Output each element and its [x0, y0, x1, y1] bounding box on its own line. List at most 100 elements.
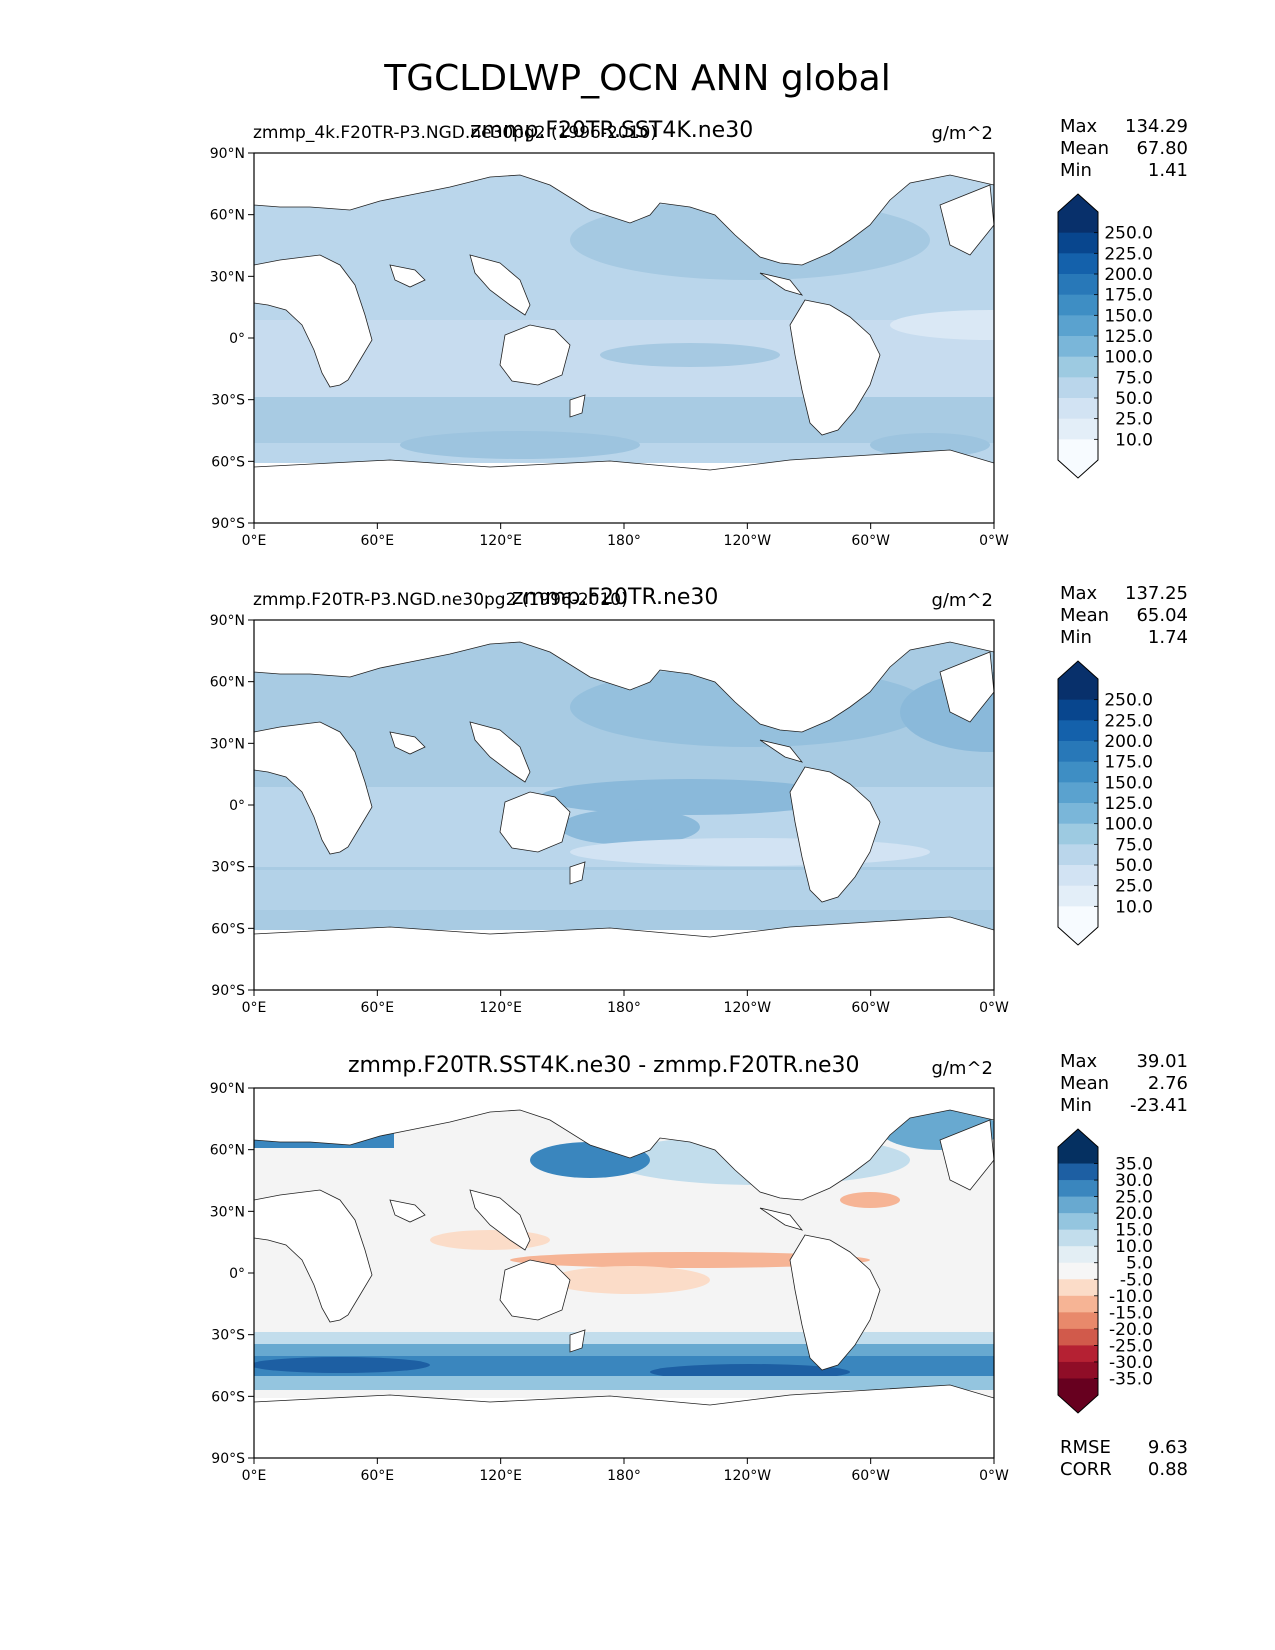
colorbar-label: 35.0: [1115, 1155, 1153, 1175]
colorbar-label: 200.0: [1104, 265, 1153, 285]
colorbar-label: 75.0: [1115, 835, 1153, 855]
panel-1-run-title: zmmp.F20TR.SST4K.ne30: [470, 118, 754, 143]
panel-2-stat-max: Max 137.25: [1060, 583, 1188, 604]
lon-tick-label: 60°E: [360, 1468, 394, 1484]
colorbar-label: 10.0: [1115, 430, 1153, 450]
lat-tick-label: 60°S: [211, 1389, 245, 1405]
colorbar-segment: [1058, 253, 1098, 275]
lon-tick-label: 120°E: [479, 1000, 522, 1016]
colorbar-label: 20.0: [1115, 1204, 1153, 1224]
colorbar-segment: [1058, 336, 1098, 358]
colorbar-label: -20.0: [1109, 1320, 1153, 1340]
lon-tick-label: 120°E: [479, 533, 522, 549]
lon-tick-label: 180°: [607, 1000, 641, 1016]
colorbar-label: 250.0: [1104, 691, 1153, 711]
colorbar-segment: [1058, 315, 1098, 337]
panel-1-colorbar: 250.0225.0200.0175.0150.0125.0100.075.05…: [1057, 193, 1153, 479]
lon-tick-label: 180°: [607, 1468, 641, 1484]
lat-tick-label: 30°S: [211, 860, 245, 876]
colorbar-segment: [1058, 906, 1098, 928]
panel-3-units: g/m^2: [931, 1058, 993, 1079]
lon-tick-label: 180°: [607, 533, 641, 549]
colorbar-segment: [1058, 761, 1098, 783]
colorbar-label: 225.0: [1104, 711, 1153, 731]
colorbar-outline: [1057, 1128, 1099, 1414]
panel-3-rmse: RMSE 9.63: [1060, 1437, 1188, 1458]
colorbar-segment: [1058, 885, 1098, 907]
colorbar-label: 50.0: [1115, 389, 1153, 409]
colorbar-extend-min: [1058, 460, 1098, 478]
panel-2-coastlines: [254, 620, 994, 990]
colorbar-segment: [1058, 398, 1098, 420]
panel-1-stat-min: Min 1.41: [1060, 160, 1188, 181]
lon-tick-label: 0°W: [979, 533, 1009, 549]
lat-tick-label: 90°N: [210, 613, 245, 629]
panel-3-corr: CORR 0.88: [1060, 1459, 1188, 1480]
panel-2-stat-mean: Mean 65.04: [1060, 605, 1188, 626]
lon-tick-label: 60°W: [851, 533, 890, 549]
lat-tick-label: 60°S: [211, 921, 245, 937]
panel-1-units: g/m^2: [931, 123, 993, 144]
lat-tick-label: 0°: [229, 798, 245, 814]
lon-tick-label: 60°E: [360, 533, 394, 549]
figure-title: TGCLDLWP_OCN ANN global: [384, 58, 891, 99]
panel-2-run-title: zmmp.F20TR.ne30: [512, 585, 719, 610]
panel-2-units: g/m^2: [931, 590, 993, 611]
colorbar-outline: [1057, 193, 1099, 479]
colorbar-segment: [1058, 377, 1098, 399]
lon-tick-label: 0°E: [242, 1468, 267, 1484]
lat-tick-label: 0°: [229, 331, 245, 347]
panel-3-metrics: RMSE 9.63 CORR 0.88: [1060, 1437, 1188, 1481]
colorbar-segment: [1058, 418, 1098, 440]
colorbar-extend-max: [1058, 194, 1098, 212]
colorbar-segment: [1058, 720, 1098, 742]
panel-3-stat-max: Max 39.01: [1060, 1051, 1188, 1072]
colorbar-segment: [1058, 1262, 1098, 1280]
colorbar-extend-max: [1058, 661, 1098, 679]
colorbar-label: -25.0: [1109, 1336, 1153, 1356]
colorbar-segment: [1058, 844, 1098, 866]
lat-tick-label: 90°N: [210, 1081, 245, 1097]
colorbar-label: 50.0: [1115, 856, 1153, 876]
colorbar-segment: [1058, 699, 1098, 721]
panel-1-stats: Max 134.29 Mean 67.80 Min 1.41: [1060, 116, 1188, 182]
lat-tick-label: 30°N: [210, 1204, 245, 1220]
colorbar-label: 15.0: [1115, 1221, 1153, 1241]
colorbar-label: 25.0: [1115, 1188, 1153, 1208]
panel-1-stat-max: Max 134.29: [1060, 116, 1188, 137]
colorbar-label: -30.0: [1109, 1353, 1153, 1373]
colorbar-segment: [1058, 1378, 1098, 1396]
colorbar-segment: [1058, 1312, 1098, 1330]
colorbar-segment: [1058, 1163, 1098, 1181]
panel-1-case-title: zmmp_4k.F20TR-P3.NGD.ne30pg2 (1996-2010): [253, 123, 657, 143]
panel-2-stat-min: Min 1.74: [1060, 627, 1188, 648]
panel-2-stats: Max 137.25 Mean 65.04 Min 1.74: [1060, 583, 1188, 649]
lon-tick-label: 0°W: [979, 1468, 1009, 1484]
lon-tick-label: 0°E: [242, 1000, 267, 1016]
colorbar-label: 175.0: [1104, 753, 1153, 773]
colorbar-segment: [1058, 274, 1098, 296]
lat-tick-label: 30°S: [211, 393, 245, 409]
colorbar-segment: [1058, 212, 1098, 234]
panel-1-coastlines: [254, 153, 994, 523]
colorbar-segment: [1058, 294, 1098, 316]
colorbar-label: 25.0: [1115, 410, 1153, 430]
colorbar-segment: [1058, 1196, 1098, 1214]
lat-tick-label: 0°: [229, 1266, 245, 1282]
colorbar-segment: [1058, 782, 1098, 804]
colorbar-segment: [1058, 823, 1098, 845]
panel-2-map: 90°N 60°N 30°N 0° 30°S 60°S 90°S 0°E 60°E 120°E 1…: [210, 613, 1009, 1016]
lon-tick-label: 0°W: [979, 1000, 1009, 1016]
panel-3-coastlines: [254, 1088, 994, 1458]
lat-tick-label: 60°N: [210, 1143, 245, 1159]
colorbar-label: 250.0: [1104, 224, 1153, 244]
lat-tick-label: 30°S: [211, 1328, 245, 1344]
colorbar-label: 100.0: [1104, 815, 1153, 835]
colorbar-label: 75.0: [1115, 368, 1153, 388]
lat-tick-label: 90°S: [211, 983, 245, 999]
colorbar-segment: [1058, 803, 1098, 825]
colorbar-segment: [1058, 1246, 1098, 1264]
lon-tick-label: 60°W: [851, 1000, 890, 1016]
lat-tick-label: 60°N: [210, 208, 245, 224]
lat-tick-label: 90°N: [210, 146, 245, 162]
